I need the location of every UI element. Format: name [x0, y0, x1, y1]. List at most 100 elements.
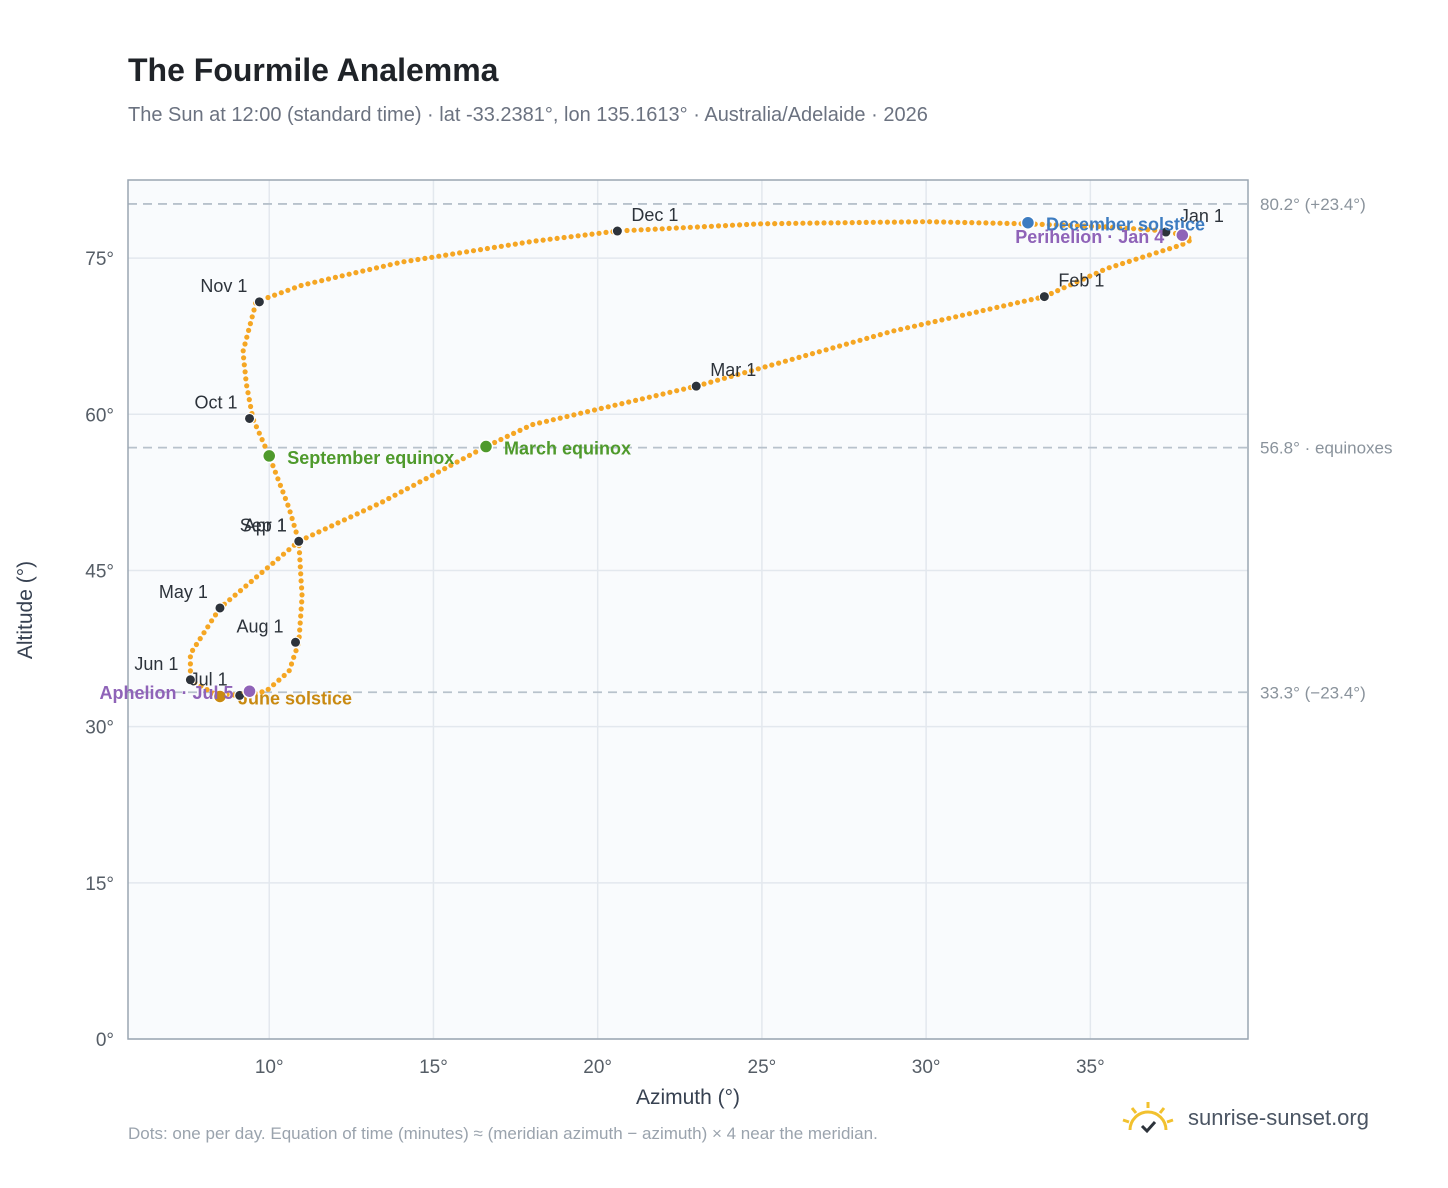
- day-dot: [1100, 267, 1106, 273]
- day-dot: [243, 376, 249, 382]
- day-dot: [492, 439, 498, 446]
- axis-ticks: 10° 15° 20° 25° 30° 35° 0° 15° 30° 45° 60° 75°: [85, 249, 1104, 1078]
- day-dot: [270, 463, 276, 469]
- day-dot: [997, 220, 1003, 226]
- reference-line-label: 33.3° (−23.4°): [1260, 683, 1366, 702]
- day-dot: [415, 256, 421, 263]
- day-dot: [568, 234, 574, 240]
- day-dot: [259, 689, 265, 695]
- day-dot: [1153, 250, 1159, 256]
- month-dot: [214, 602, 226, 614]
- x-axis-label: Azimuth (°): [636, 1086, 740, 1109]
- day-dot: [612, 402, 618, 408]
- brand-name[interactable]: sunrise-sunset.org: [1188, 1105, 1369, 1130]
- day-dot: [659, 226, 665, 232]
- day-dot: [530, 421, 536, 428]
- day-dot: [1088, 223, 1095, 229]
- day-dot: [918, 322, 924, 328]
- day-dot: [779, 220, 785, 227]
- day-dot: [533, 238, 539, 244]
- day-dot: [864, 335, 870, 341]
- day-dot: [422, 255, 428, 261]
- day-dot: [237, 588, 244, 594]
- day-dot: [884, 219, 891, 225]
- day-dot: [242, 369, 248, 375]
- day-dot: [298, 606, 304, 612]
- day-dot: [585, 409, 591, 415]
- day-dot: [270, 560, 276, 566]
- day-dot: [1138, 226, 1144, 232]
- day-dot: [789, 356, 795, 362]
- day-dot: [1120, 260, 1126, 267]
- day-dot: [322, 526, 328, 532]
- day-dot: [540, 237, 546, 243]
- day-dot: [517, 427, 523, 433]
- day-dot: [460, 456, 466, 462]
- day-dot: [477, 247, 484, 253]
- day-dot: [286, 668, 292, 674]
- day-dot: [346, 271, 352, 277]
- day-dot: [286, 547, 292, 553]
- day-dot: [442, 466, 448, 472]
- month-dot: [290, 636, 302, 648]
- day-dot: [1133, 256, 1139, 262]
- day-dot: [821, 220, 827, 226]
- day-dot: [769, 362, 775, 368]
- day-dot: [571, 412, 577, 418]
- day-dot: [969, 220, 975, 226]
- day-dot: [265, 686, 271, 692]
- day-dot: [1087, 273, 1093, 279]
- day-dot: [454, 459, 460, 465]
- sun-check-icon: [1122, 1102, 1174, 1134]
- day-dot: [728, 373, 734, 379]
- day-dot: [353, 270, 359, 276]
- brand[interactable]: sunrise-sunset.org: [1120, 1100, 1369, 1136]
- day-dot: [990, 220, 996, 226]
- day-dot: [803, 352, 809, 359]
- day-dot: [498, 436, 504, 443]
- day-dot: [646, 394, 652, 400]
- day-dot: [310, 532, 316, 538]
- day-dot: [591, 407, 598, 413]
- month-label: May 1: [159, 582, 208, 602]
- day-dot: [187, 668, 193, 674]
- day-dot: [244, 334, 250, 340]
- day-dot: [680, 225, 686, 231]
- month-dot: [1038, 291, 1050, 303]
- day-dot: [240, 348, 246, 354]
- day-dot: [299, 592, 305, 598]
- day-dot: [448, 462, 454, 468]
- day-dot: [1113, 263, 1119, 269]
- day-dot: [241, 355, 247, 361]
- day-dot: [603, 229, 609, 235]
- month-dot: [244, 412, 256, 424]
- day-dot: [272, 292, 278, 298]
- day-dot: [280, 489, 286, 495]
- day-dot: [857, 337, 863, 343]
- day-dot: [367, 266, 373, 273]
- day-dot: [626, 399, 632, 405]
- day-dot: [243, 583, 249, 589]
- day-dot: [512, 241, 518, 247]
- day-dot: [232, 592, 238, 598]
- day-dot: [1173, 243, 1179, 250]
- day-dot: [254, 574, 260, 580]
- day-dot: [289, 515, 295, 522]
- day-dot: [339, 273, 345, 279]
- day-dot: [1180, 241, 1186, 247]
- day-dot: [955, 219, 961, 225]
- day-dot: [976, 220, 982, 226]
- day-dot: [259, 569, 265, 576]
- day-dot: [537, 420, 543, 426]
- day-dot: [319, 278, 325, 284]
- footnote: Dots: one per day. Equation of time (min…: [128, 1124, 878, 1143]
- day-dot: [187, 654, 193, 660]
- day-dot: [1074, 223, 1080, 229]
- day-dot: [557, 415, 563, 421]
- day-dot: [275, 476, 281, 482]
- day-dot: [285, 287, 291, 293]
- day-dot: [941, 219, 947, 225]
- day-dot: [1126, 258, 1132, 264]
- day-dot: [793, 220, 799, 226]
- day-dot: [305, 281, 311, 287]
